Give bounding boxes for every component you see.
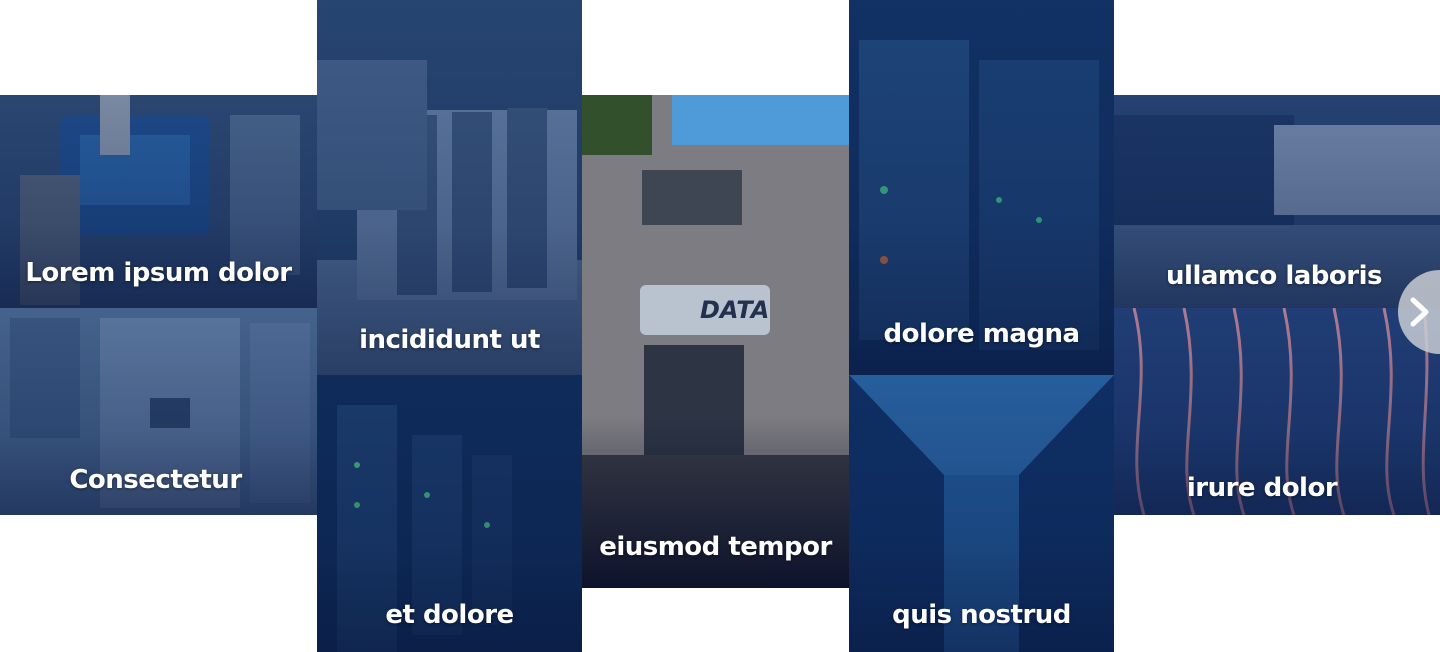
gallery-tile-server-blades[interactable]: dolore magna [849, 0, 1114, 375]
tile-label: eiusmod tempor [599, 532, 832, 562]
tile-overlay [849, 0, 1114, 375]
gallery-tile-building-exterior[interactable]: ullamco laboris [1114, 95, 1440, 308]
tile-overlay [0, 95, 317, 308]
tile-overlay [317, 0, 582, 375]
gallery-tile-datacenter-aisle[interactable]: quis nostrud [849, 375, 1114, 652]
gallery-tile-server-rack[interactable]: et dolore [317, 375, 582, 652]
tile-label: incididunt ut [359, 325, 540, 355]
tile-overlay [0, 308, 317, 515]
gallery-tile-generator-room[interactable]: Lorem ipsum dolor [0, 95, 317, 308]
chevron-right-icon [1410, 297, 1429, 327]
gallery-tile-electrical-panels[interactable]: Consectetur [0, 308, 317, 515]
tile-label: et dolore [385, 600, 514, 630]
gallery-tile-building-entrance[interactable]: DATA eiusmod tempor [582, 95, 849, 588]
tile-overlay [1114, 95, 1440, 308]
gallery-tile-fiber-cables[interactable]: irure dolor [1114, 308, 1440, 515]
tile-label: irure dolor [1186, 473, 1338, 503]
tile-label: Consectetur [69, 465, 242, 495]
tile-label: Lorem ipsum dolor [25, 258, 292, 288]
tile-label: dolore magna [883, 319, 1080, 349]
tile-overlay [582, 95, 849, 588]
tile-overlay [317, 375, 582, 652]
tile-label: ullamco laboris [1166, 261, 1382, 291]
tile-label: quis nostrud [892, 600, 1071, 630]
tile-overlay [849, 375, 1114, 652]
tile-overlay [1114, 308, 1440, 515]
gallery-tile-server-cabinets[interactable]: incididunt ut [317, 0, 582, 375]
